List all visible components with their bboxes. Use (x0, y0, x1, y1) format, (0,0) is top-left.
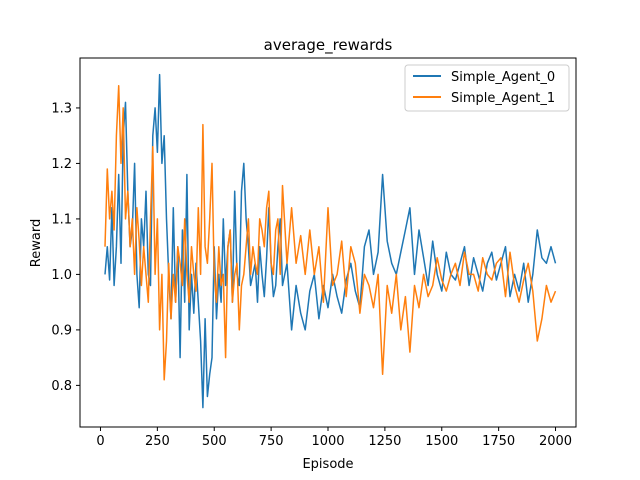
x-tick-label: 250 (145, 434, 170, 449)
y-tick-label: 0.9 (51, 323, 72, 338)
y-tick-label: 0.8 (51, 379, 72, 394)
series-layer (104, 73, 557, 409)
series-line-agent-1 (104, 84, 557, 381)
chart-title: average_rewards (264, 36, 393, 55)
x-tick-label: 1250 (368, 434, 401, 449)
plot-area (80, 58, 576, 427)
x-tick-label: 1000 (311, 434, 344, 449)
legend-box (404, 64, 570, 112)
x-tick-label: 750 (259, 434, 284, 449)
x-axis: 0 250 500 750 1000 1250 1500 1750 2000 (96, 427, 572, 449)
legend-label-agent-1: Simple_Agent_1 (451, 91, 555, 106)
legend-label-agent-0: Simple_Agent_0 (451, 70, 555, 85)
y-tick-label: 1.2 (51, 157, 72, 172)
x-tick-label: 1750 (482, 434, 515, 449)
y-axis-label: Reward (29, 219, 44, 267)
x-tick-label: 2000 (539, 434, 572, 449)
x-tick-label: 500 (202, 434, 227, 449)
y-axis: 0.8 0.9 1.0 1.1 1.2 1.3 (51, 101, 80, 394)
y-tick-label: 1.3 (51, 101, 72, 116)
x-tick-label: 1500 (425, 434, 458, 449)
legend: Simple_Agent_0 Simple_Agent_1 (404, 64, 570, 112)
y-tick-label: 1.1 (51, 212, 72, 227)
x-axis-label: Episode (302, 457, 353, 472)
y-tick-label: 1.0 (51, 268, 72, 283)
x-tick-label: 0 (96, 434, 104, 449)
